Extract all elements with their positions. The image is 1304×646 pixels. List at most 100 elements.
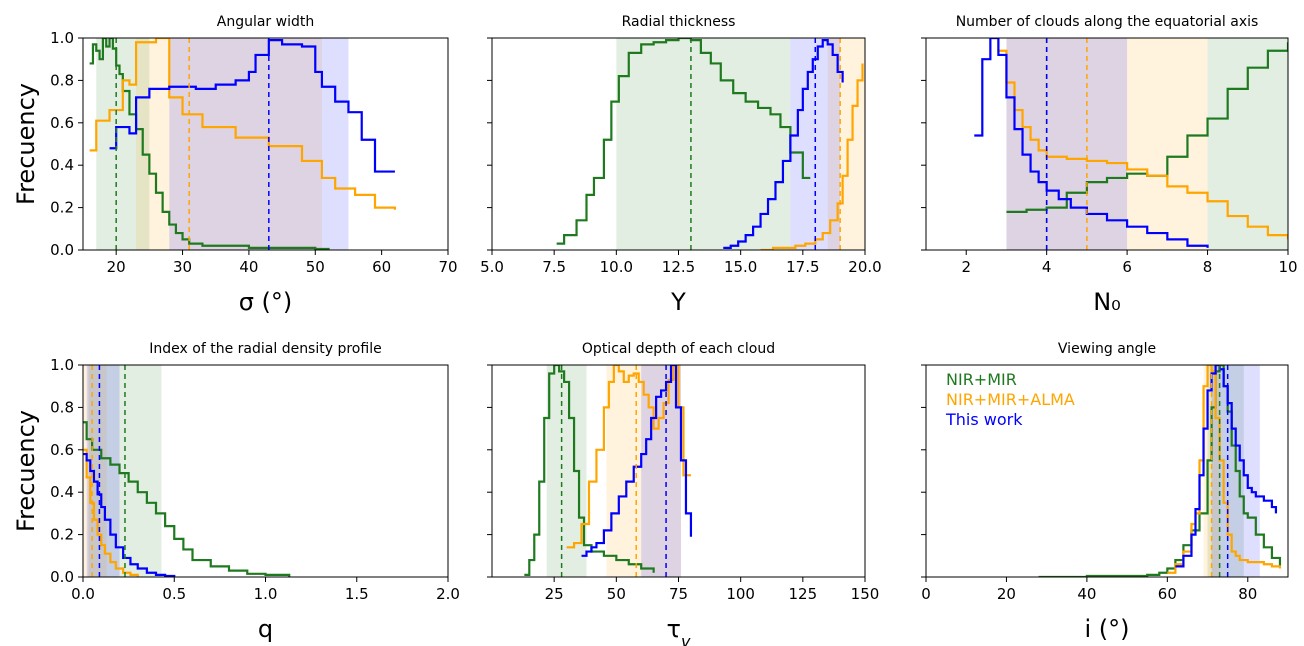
x-tick-label: 60: [372, 258, 391, 276]
x-axis-label: q: [258, 615, 273, 643]
y-tick-label: 0.4: [50, 156, 74, 174]
band-nir-mir: [616, 38, 791, 250]
y-tick-label: 0.2: [50, 199, 74, 217]
x-tick-label: 1.0: [254, 585, 278, 603]
x-tick-label: 100: [726, 585, 755, 603]
x-tick-label: 25: [545, 585, 564, 603]
x-tick-label: 40: [1077, 585, 1096, 603]
x-tick-label: 1.5: [345, 585, 369, 603]
x-tick-label: 8: [1203, 258, 1213, 276]
x-tick-label: 2.0: [436, 585, 460, 603]
subplot-title: Viewing angle: [1058, 341, 1156, 357]
series-nir-mir: [83, 421, 291, 577]
y-tick-label: 0.2: [50, 526, 74, 544]
x-axis-label: τv: [667, 615, 691, 646]
legend-entry: This work: [945, 410, 1023, 429]
series-nir-mir-alma: [566, 365, 691, 549]
series-this-work: [109, 39, 395, 173]
subplot-title: Optical depth of each cloud: [582, 341, 775, 357]
plot-area: [83, 365, 291, 577]
x-tick-label: 2: [961, 258, 971, 276]
y-tick-label: 0.0: [50, 568, 74, 586]
x-tick-label: 10: [1278, 258, 1297, 276]
x-tick-label: 50: [607, 585, 626, 603]
subplot-title: Angular width: [217, 14, 314, 30]
x-tick-label: 17.5: [786, 258, 819, 276]
x-tick-label: 70: [438, 258, 457, 276]
subplot-5: Optical depth of each cloud 25 50 75 100 125 1…: [487, 341, 879, 646]
x-tick-label: 5.0: [480, 258, 504, 276]
axes-frame: [925, 364, 1289, 578]
axes-frame: [82, 37, 449, 251]
x-tick-label: 125: [789, 585, 818, 603]
plot-area: [89, 38, 397, 250]
plot-area: [1038, 365, 1282, 577]
series-nir-mir: [556, 38, 811, 245]
subplot-title: Index of the radial density profile: [149, 341, 381, 357]
x-tick-label: 150: [851, 585, 880, 603]
series-this-work: [723, 39, 844, 249]
x-axis-label: σ (°): [239, 288, 293, 316]
x-tick-label: 20: [997, 585, 1016, 603]
subplot-title: Number of clouds along the equatorial ax…: [956, 14, 1259, 30]
subplot-6: Viewing angle 0 20 40 60 80 i (°) NIR+MIRNIR+MI…: [921, 341, 1289, 643]
x-tick-label: 80: [1238, 585, 1257, 603]
x-tick-label: 6: [1122, 258, 1132, 276]
series-nir-mir-alma: [990, 38, 1288, 240]
x-axis-label: N₀: [1093, 288, 1121, 316]
x-tick-label: 0.5: [162, 585, 186, 603]
series-nir-mir-alma: [89, 38, 397, 210]
subplot-3: Number of clouds along the equatorial ax…: [921, 14, 1298, 316]
legend-entry: NIR+MIR: [946, 370, 1017, 389]
x-axis-label: Y: [670, 288, 686, 316]
plot-area: [974, 38, 1288, 250]
band-nir-mir-alma: [827, 38, 865, 250]
x-tick-label: 15.0: [724, 258, 757, 276]
x-tick-label: 20: [107, 258, 126, 276]
x-tick-label: 0.0: [71, 585, 95, 603]
series-nir-mir: [89, 38, 330, 250]
x-tick-label: 20.0: [848, 258, 881, 276]
y-tick-label: 1.0: [50, 356, 74, 374]
x-tick-label: 12.5: [662, 258, 695, 276]
x-tick-label: 75: [669, 585, 688, 603]
series-this-work: [83, 452, 176, 577]
y-tick-label: 0.0: [50, 241, 74, 259]
x-tick-label: 4: [1042, 258, 1052, 276]
x-tick-label: 7.5: [542, 258, 566, 276]
legend-entry: NIR+MIR+ALMA: [946, 390, 1075, 409]
band-nir-mir: [546, 365, 587, 577]
y-tick-label: 1.0: [50, 29, 74, 47]
y-axis-label: Frecuency: [12, 410, 40, 532]
y-axis-label: Frecuency: [12, 83, 40, 205]
x-tick-label: 50: [306, 258, 325, 276]
x-tick-label: 0: [921, 585, 931, 603]
series-this-work: [581, 365, 693, 557]
x-tick-label: 60: [1158, 585, 1177, 603]
axes-frame: [925, 37, 1289, 251]
series-nir-mir-alma: [760, 63, 864, 250]
y-tick-label: 0.6: [50, 441, 74, 459]
series-this-work: [974, 38, 1209, 248]
x-tick-label: 30: [173, 258, 192, 276]
y-tick-label: 0.6: [50, 114, 74, 132]
y-tick-label: 0.8: [50, 398, 74, 416]
subplot-1: Angular width 20 30 40 50 60 70 0.0 0.2 0.4 0.6 0.8…: [12, 14, 458, 316]
y-tick-label: 0.8: [50, 71, 74, 89]
plot-area: [524, 365, 693, 577]
subplot-title: Radial thickness: [622, 14, 736, 30]
subplot-2: Radial thickness 5.0 7.5 10.0 12.5 15.0 17.5 20…: [480, 14, 882, 316]
band-this-work: [169, 38, 349, 250]
x-axis-label: i (°): [1084, 615, 1129, 643]
x-tick-label: 40: [239, 258, 258, 276]
band-this-work: [1006, 38, 1128, 250]
y-tick-label: 0.4: [50, 483, 74, 501]
x-tick-label: 10.0: [600, 258, 633, 276]
plot-area: [556, 38, 865, 250]
series-nir-mir: [524, 365, 655, 576]
band-this-work: [790, 38, 841, 250]
band-nir-mir-alma: [136, 38, 322, 250]
